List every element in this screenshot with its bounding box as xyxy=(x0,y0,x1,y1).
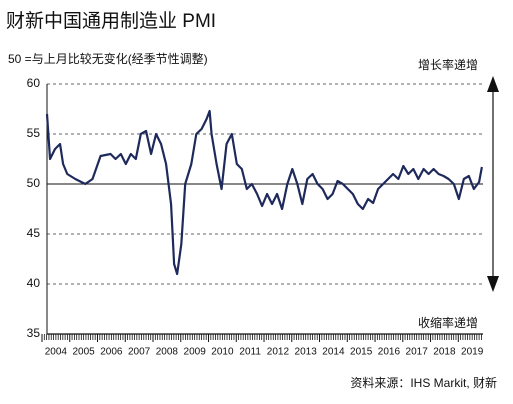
annotation: 收缩率递增 xyxy=(418,315,478,330)
x-tick-label: 2015 xyxy=(350,347,373,358)
x-tick-label: 2014 xyxy=(322,347,345,358)
arrow xyxy=(487,76,499,292)
x-tick-label: 2019 xyxy=(461,347,484,358)
x-tick-label: 2012 xyxy=(267,347,290,358)
x-tick-label: 2009 xyxy=(184,347,207,358)
x-tick-label: 2011 xyxy=(239,347,261,358)
x-tick-label: 2005 xyxy=(73,347,96,358)
y-tick-label: 45 xyxy=(27,226,41,240)
x-tick-label: 2018 xyxy=(433,347,456,358)
chart-title: 财新中国通用制造业 PMI xyxy=(6,10,216,32)
x-tick-label: 2010 xyxy=(211,347,234,358)
y-tick-label: 50 xyxy=(27,176,41,190)
x-tick-label: 2007 xyxy=(128,347,151,358)
x-tick-label: 2017 xyxy=(406,347,429,358)
y-tick-label: 55 xyxy=(27,126,41,140)
x-tick-label: 2004 xyxy=(45,347,68,358)
x-tick-label: 2016 xyxy=(378,347,401,358)
chart-subtitle: 50 =与上月比较无变化(经季节性调整) xyxy=(8,51,208,66)
y-tick-label: 35 xyxy=(27,326,41,340)
x-tick-label: 2008 xyxy=(156,347,179,358)
annotation: 增长率递增 xyxy=(418,57,478,72)
line xyxy=(45,109,483,276)
x-tick-label: 2013 xyxy=(295,347,318,358)
x-tick-label: 2006 xyxy=(100,347,123,358)
y-tick-label: 60 xyxy=(27,76,41,90)
source: 资料来源：IHS Markit, 财新 xyxy=(350,375,497,390)
y-tick-label: 40 xyxy=(27,276,41,290)
